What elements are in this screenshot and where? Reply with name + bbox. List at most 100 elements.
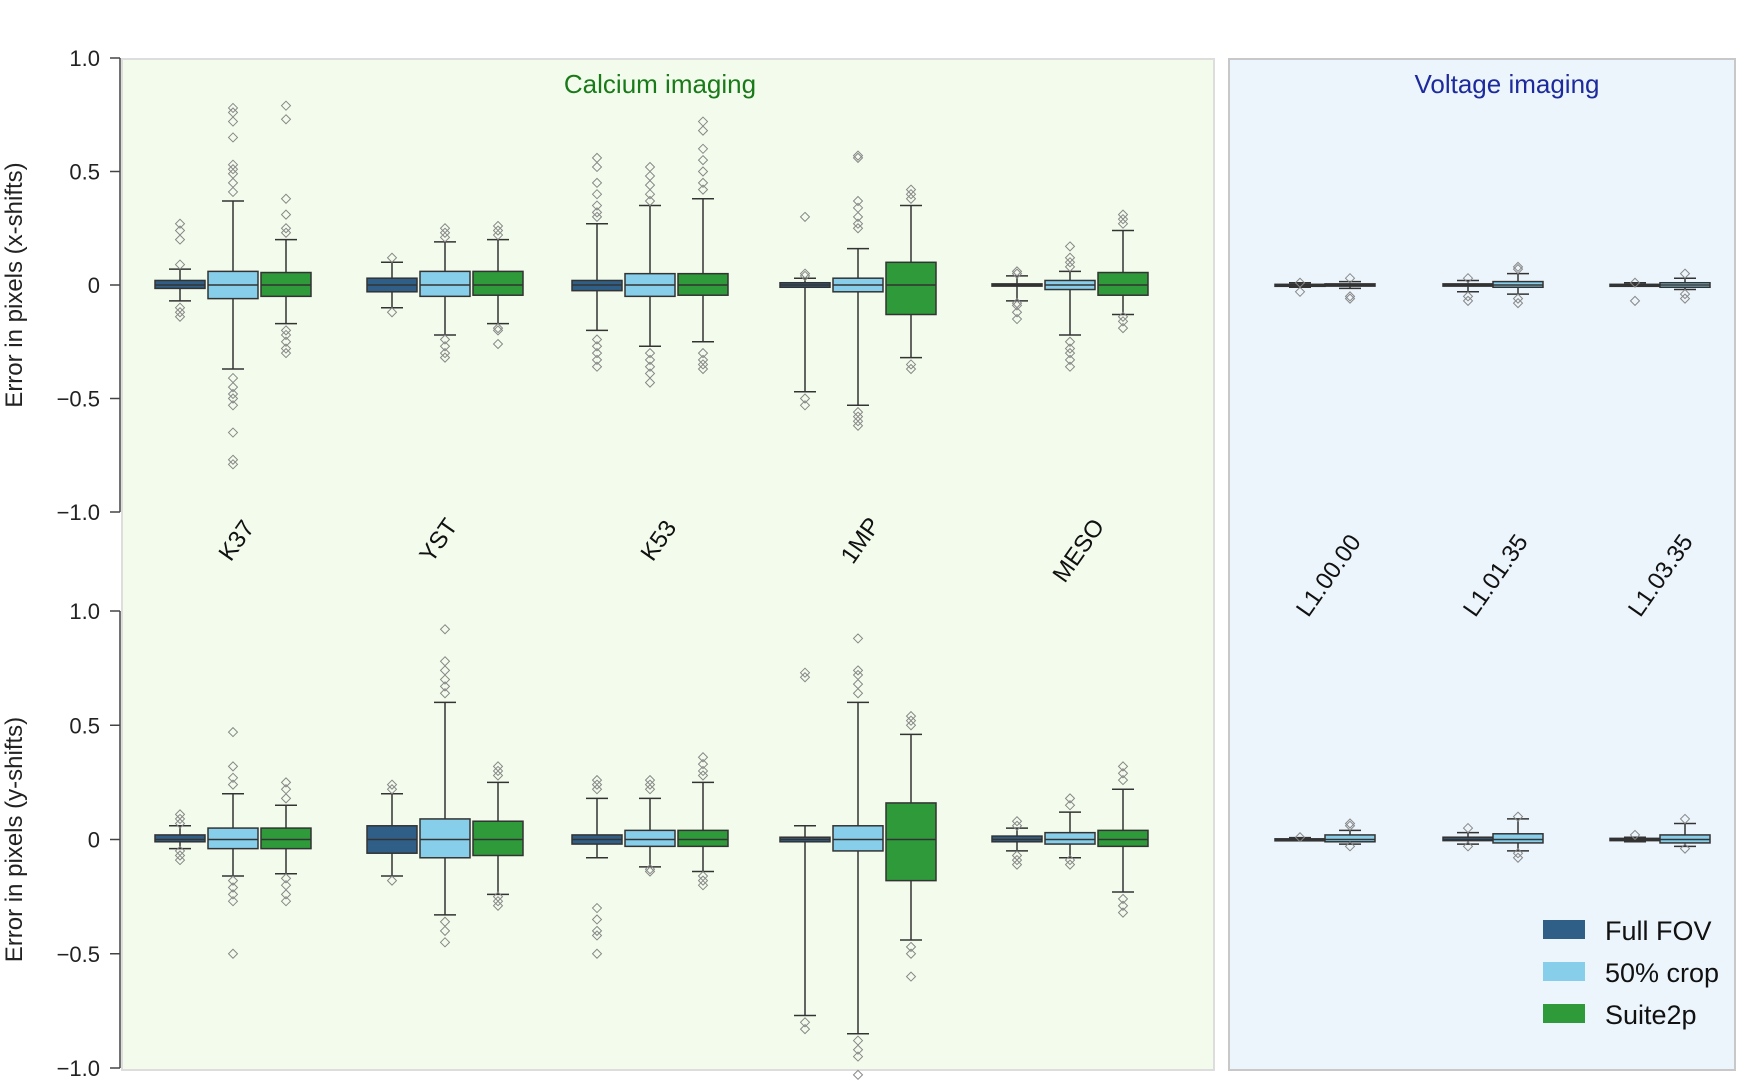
outlier-point (905, 720, 917, 731)
box-1MP-50-crop (832, 633, 884, 1081)
voltage-panel-background (1228, 58, 1736, 1071)
box-MESO-50-crop (1044, 793, 1096, 870)
outlier-point (1117, 213, 1129, 225)
outlier-point (227, 948, 239, 959)
outlier-point (227, 761, 239, 772)
box-K53-full-fov (571, 152, 623, 372)
box-L1.00.00-full-fov (1274, 277, 1326, 298)
outlier-point (1679, 268, 1691, 279)
outlier-point (227, 454, 239, 465)
outlier-point (697, 154, 709, 166)
outlier-point (697, 879, 709, 891)
outlier-point (644, 361, 656, 372)
outlier-point (852, 150, 864, 161)
outlier-point (1512, 293, 1524, 304)
outlier-point (1064, 336, 1076, 347)
outlier-point (386, 307, 398, 318)
outlier-point (591, 207, 603, 218)
outlier-point (852, 688, 864, 699)
box-L1.00.00-50-crop (1324, 272, 1376, 304)
outlier-point (227, 889, 239, 900)
outlier-point (591, 211, 603, 223)
outlier-point (1064, 257, 1076, 268)
outlier-point (1011, 307, 1023, 318)
outlier-point (799, 268, 811, 279)
legend-swatch-50-crop (1543, 962, 1585, 981)
outlier-point (591, 354, 603, 366)
box-body (885, 261, 937, 316)
outlier-point (852, 1051, 864, 1062)
outlier-point (1011, 300, 1023, 311)
outlier-point (280, 223, 292, 234)
outlier-point (227, 459, 239, 470)
outlier-point (227, 132, 239, 143)
outlier-point (1011, 313, 1023, 325)
box-MESO-full-fov (991, 816, 1043, 870)
box-body (1324, 834, 1376, 843)
outlier-point (852, 152, 864, 164)
outlier-point (1512, 261, 1524, 273)
outlier-point (1064, 854, 1076, 866)
box-L1.01.35-50-crop (1492, 261, 1544, 309)
outlier-point (1064, 347, 1076, 359)
outlier-point (492, 322, 504, 334)
outlier-point (644, 354, 656, 366)
outlier-point (644, 188, 656, 200)
outlier-point (492, 770, 504, 781)
outlier-point (439, 681, 451, 692)
outlier-point (1512, 852, 1524, 863)
legend: Full FOV 50% crop Suite2p (1543, 916, 1719, 1030)
legend-label-50-crop: 50% crop (1605, 958, 1719, 988)
outlier-point (1462, 841, 1474, 852)
outlier-point (386, 784, 398, 795)
outlier-point (1629, 277, 1641, 288)
outlier-point (386, 252, 398, 263)
outlier-point (697, 363, 709, 375)
outlier-point (1512, 848, 1524, 859)
box-body (1044, 831, 1096, 845)
outlier-point (697, 184, 709, 195)
box-1MP-full-fov (779, 667, 831, 1035)
y-tick-label: −0.5 (57, 942, 100, 967)
outlier-point (644, 779, 656, 790)
y-tick-label: 0 (88, 828, 100, 853)
outlier-point (439, 341, 451, 352)
outlier-point (905, 715, 917, 726)
box-body (1097, 271, 1149, 296)
outlier-point (799, 270, 811, 282)
outlier-point (174, 311, 186, 322)
outlier-point (852, 1044, 864, 1055)
legend-label-full-fov: Full FOV (1605, 916, 1712, 946)
outlier-point (799, 672, 811, 683)
outlier-point (591, 200, 603, 211)
outlier-point (1064, 800, 1076, 811)
box-body (472, 820, 524, 857)
outlier-point (1117, 322, 1129, 334)
outlier-point (1294, 832, 1306, 843)
box-YST-50-crop (419, 624, 471, 948)
outlier-point (227, 186, 239, 198)
axes-layer: 1.0 0.5 0 −0.5 −1.0 Error in pixels (x-shifts… (1, 46, 121, 1081)
box-L1.01.35-full-fov (1442, 272, 1494, 307)
outlier-point (280, 793, 292, 804)
outlier-point (1512, 297, 1524, 309)
outlier-point (591, 334, 603, 345)
y-tick-label: −1.0 (57, 500, 100, 525)
outlier-point (591, 161, 603, 173)
outlier-point (492, 338, 504, 350)
outlier-point (492, 225, 504, 236)
outlier-point (852, 420, 864, 431)
outlier-point (1117, 774, 1129, 786)
outlier-point (227, 393, 239, 404)
outlier-point (697, 143, 709, 155)
outlier-point (644, 377, 656, 388)
box-body (1097, 829, 1149, 848)
outlier-point (1512, 811, 1524, 822)
outlier-point (591, 177, 603, 189)
outlier-point (280, 347, 292, 359)
outlier-point (1462, 295, 1474, 307)
outlier-point (591, 925, 603, 937)
outlier-point (697, 125, 709, 136)
outlier-point (697, 359, 709, 370)
y-tick-label: 1.0 (69, 599, 100, 624)
